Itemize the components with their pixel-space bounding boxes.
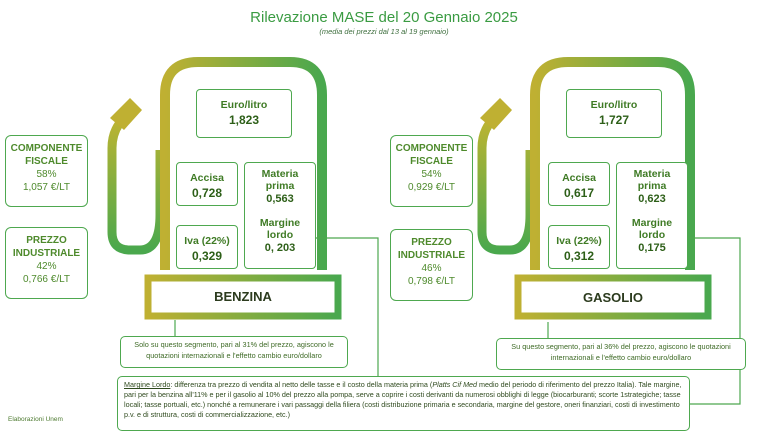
benzina-euro-litro-value: 1,823 [228, 113, 260, 127]
benzina-prezzo-industriale-pct: 42% [36, 261, 57, 272]
benzina-pump-icon [107, 57, 342, 320]
benzina-industriale-box: Materia prima 0,563 Margine lordo 0, 203 [244, 162, 316, 269]
benzina-margine-value: 0, 203 [264, 242, 296, 254]
margine-lordo-term: Margine Lordo [124, 380, 171, 389]
benzina-materia-value: 0,563 [266, 193, 294, 205]
gasolio-prezzo-industriale-title: PREZZO INDUSTRIALE [397, 237, 466, 261]
gasolio-margine-value: 0,175 [638, 242, 666, 254]
gasolio-accisa-label: Accisa [562, 172, 596, 184]
gasolio-prezzo-industriale-pct: 46% [421, 263, 442, 274]
gasolio-materia-value: 0,623 [638, 193, 666, 205]
benzina-componente-fiscale-pct: 58% [36, 169, 57, 180]
benzina-iva-value: 0,329 [191, 249, 223, 263]
benzina-accisa-value: 0,728 [191, 186, 223, 200]
gasolio-euro-litro-label: Euro/litro [590, 99, 638, 111]
gasolio-iva-box: Iva (22%) 0,312 [548, 225, 610, 269]
gasolio-note: Su questo segmento, pari al 36% del prez… [496, 338, 746, 370]
platts-term: Platts Cif Med [432, 380, 478, 389]
benzina-iva-label: Iva (22%) [184, 235, 230, 247]
benzina-componente-fiscale-title: COMPONENTE FISCALE [10, 143, 83, 167]
page-title: Rilevazione MASE del 20 Gennaio 2025 [250, 9, 518, 26]
definition-line1b: medio del periodo di riferimento del pre… [477, 380, 637, 389]
gasolio-materia-label: Materia prima [633, 168, 671, 192]
gasolio-accisa-value: 0,617 [563, 186, 595, 200]
benzina-note: Solo su questo segmento, pari al 31% del… [120, 336, 348, 368]
gasolio-iva-value: 0,312 [563, 249, 595, 263]
definition-line1: : differenza tra prezzo di vendita al ne… [170, 380, 433, 389]
gasolio-prezzo-industriale-box: PREZZO INDUSTRIALE 46% 0,798 €/LT [390, 229, 473, 301]
gasolio-prezzo-industriale-value: 0,798 €/LT [407, 276, 456, 287]
benzina-accisa-box: Accisa 0,728 [176, 162, 238, 206]
benzina-label: BENZINA [214, 289, 272, 304]
gasolio-componente-fiscale-pct: 54% [421, 169, 442, 180]
benzina-accisa-label: Accisa [190, 172, 224, 184]
benzina-iva-box: Iva (22%) 0,329 [176, 225, 238, 269]
benzina-materia-label: Materia prima [261, 168, 299, 192]
benzina-componente-fiscale-value: 1,057 €/LT [22, 182, 71, 193]
gasolio-iva-label: Iva (22%) [556, 235, 602, 247]
gasolio-pump-icon [477, 57, 712, 320]
benzina-prezzo-industriale-title: PREZZO INDUSTRIALE [12, 235, 81, 259]
gasolio-accisa-box: Accisa 0,617 [548, 162, 610, 206]
gasolio-euro-litro-box: Euro/litro 1,727 [566, 89, 662, 138]
gasolio-componente-fiscale-value: 0,929 €/LT [407, 182, 456, 193]
gasolio-componente-fiscale-title: COMPONENTE FISCALE [395, 143, 468, 167]
margine-lordo-definition: Margine Lordo: differenza tra prezzo di … [117, 376, 690, 431]
gasolio-label: GASOLIO [583, 290, 643, 305]
gasolio-industriale-box: Materia prima 0,623 Margine lordo 0,175 [616, 162, 688, 269]
benzina-componente-fiscale-box: COMPONENTE FISCALE 58% 1,057 €/LT [5, 135, 88, 207]
benzina-prezzo-industriale-box: PREZZO INDUSTRIALE 42% 0,766 €/LT [5, 227, 88, 299]
gasolio-margine-label: Margine lordo [631, 217, 673, 241]
benzina-margine-label: Margine lordo [259, 217, 301, 241]
benzina-euro-litro-box: Euro/litro 1,823 [196, 89, 292, 138]
benzina-prezzo-industriale-value: 0,766 €/LT [22, 274, 71, 285]
definition-body: Tale margine, pari per la benzina all'11… [124, 380, 682, 419]
gasolio-euro-litro-value: 1,727 [598, 113, 630, 127]
credit-label: Elaborazioni Unem [8, 416, 63, 423]
benzina-euro-litro-label: Euro/litro [220, 99, 268, 111]
page-subtitle: (media dei prezzi dal 13 al 19 gennaio) [319, 27, 449, 36]
gasolio-componente-fiscale-box: COMPONENTE FISCALE 54% 0,929 €/LT [390, 135, 473, 207]
